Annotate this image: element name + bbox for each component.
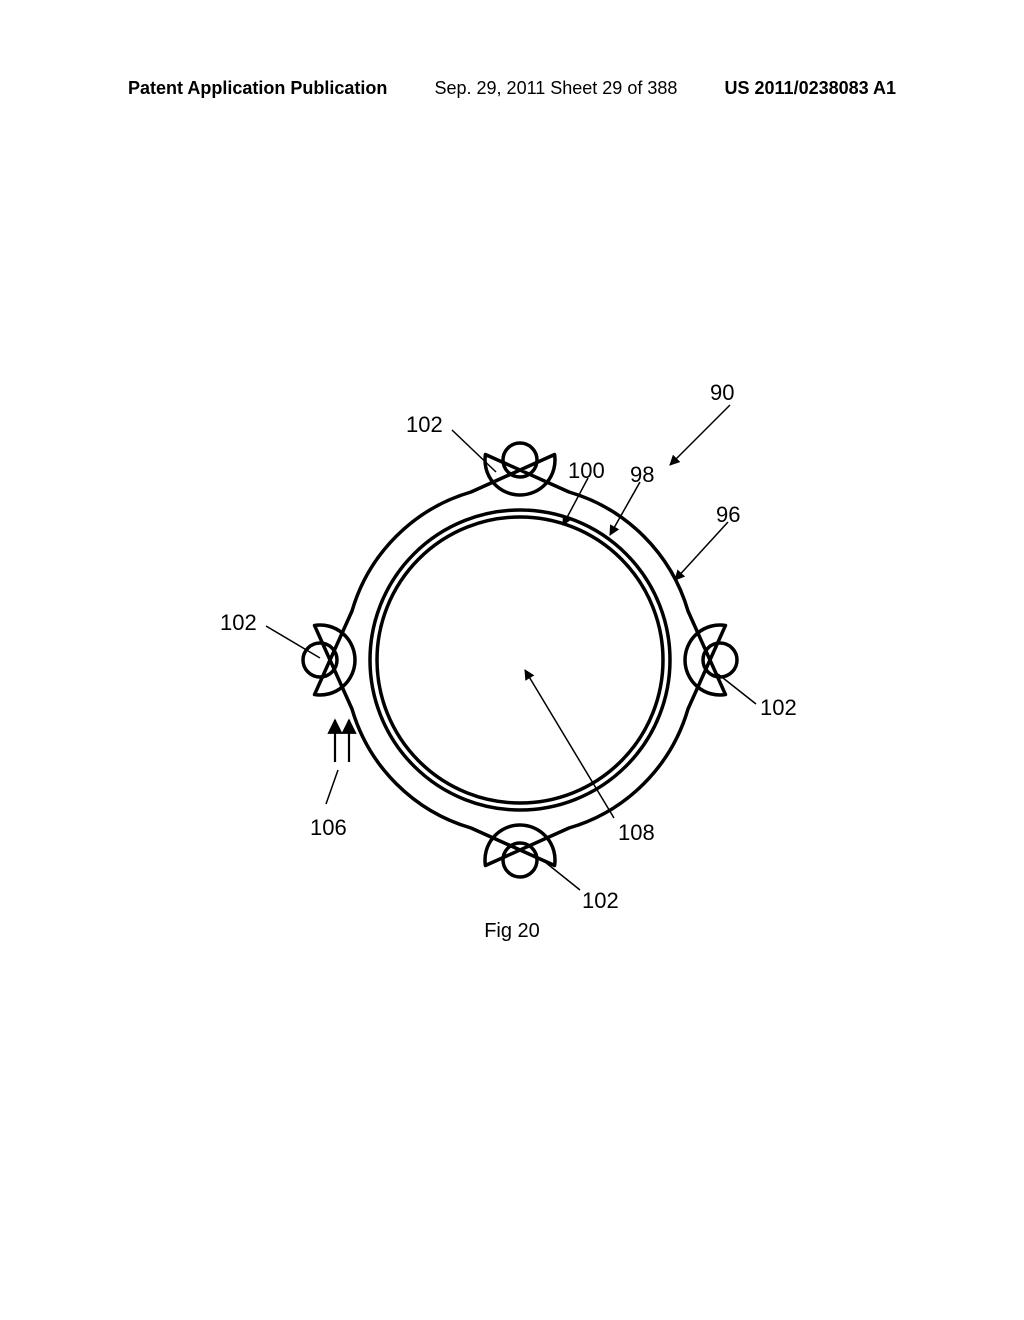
figure-caption: Fig 20 xyxy=(0,920,1024,943)
ref-label-96: 96 xyxy=(716,502,740,528)
header-publication: Patent Application Publication xyxy=(128,78,387,99)
ring-100 xyxy=(377,517,663,803)
figure-20: 90 102 100 98 96 102 102 106 108 102 xyxy=(200,360,840,920)
header-pub-number: US 2011/0238083 A1 xyxy=(725,78,896,99)
leader-line xyxy=(670,405,730,465)
leader-line xyxy=(452,430,496,472)
leader-line xyxy=(326,770,338,804)
figure-svg xyxy=(200,360,840,920)
ref-label-100: 100 xyxy=(568,458,605,484)
leader-line xyxy=(675,522,728,580)
ref-label-108: 108 xyxy=(618,820,655,846)
ref-label-102: 102 xyxy=(406,412,443,438)
ref-label-106: 106 xyxy=(310,815,347,841)
leader-line xyxy=(266,626,320,658)
ref-label-102: 102 xyxy=(760,695,797,721)
ref-label-102: 102 xyxy=(582,888,619,914)
ring-98 xyxy=(370,510,670,810)
ref-label-98: 98 xyxy=(630,462,654,488)
ref-label-90: 90 xyxy=(710,380,734,406)
leader-line xyxy=(563,478,588,525)
leader-line xyxy=(540,858,580,890)
ref-label-102: 102 xyxy=(220,610,257,636)
header-date-sheet: Sep. 29, 2011 Sheet 29 of 388 xyxy=(435,78,678,99)
page-header: Patent Application Publication Sep. 29, … xyxy=(0,78,1024,99)
